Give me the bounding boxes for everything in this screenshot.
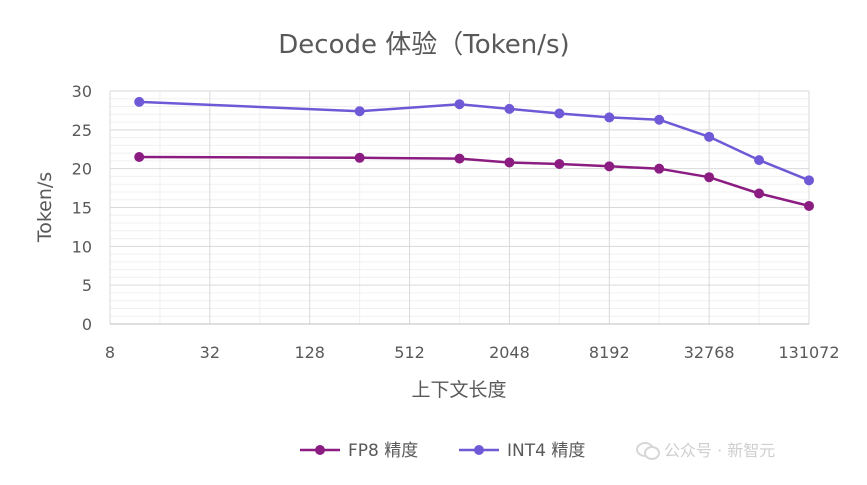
- data-point: [654, 114, 665, 125]
- y-tick-label: 30: [72, 82, 92, 101]
- legend-label: FP8 精度: [348, 441, 418, 461]
- x-tick-label: 8: [105, 343, 115, 362]
- legend-label: INT4 精度: [507, 441, 585, 461]
- data-point: [354, 152, 365, 163]
- data-point: [134, 152, 145, 163]
- x-axis-ticks: 8 32 128 512 2048 8192 32768 131072: [105, 343, 840, 362]
- data-point: [504, 157, 515, 168]
- x-axis-label: 上下文长度: [411, 379, 506, 401]
- series-layer: [134, 96, 814, 211]
- data-point: [754, 155, 765, 166]
- legend: FP8 精度 INT4 精度: [300, 441, 585, 461]
- x-tick-label: 2048: [489, 343, 530, 362]
- x-tick-label: 131072: [778, 343, 839, 362]
- data-point: [654, 163, 665, 174]
- y-tick-label: 15: [72, 199, 92, 218]
- data-point: [604, 161, 615, 172]
- chart-title: Decode 体验（Token/s): [278, 30, 569, 60]
- x-tick-label: 8192: [589, 343, 630, 362]
- data-point: [604, 112, 615, 123]
- y-tick-label: 5: [82, 276, 92, 295]
- y-tick-label: 10: [72, 237, 92, 256]
- y-tick-label: 25: [72, 121, 92, 140]
- series-line: [139, 100, 810, 182]
- x-tick-label: 128: [294, 343, 325, 362]
- legend-swatch-marker: [474, 445, 484, 455]
- x-tick-label: 32: [200, 343, 220, 362]
- data-point: [804, 175, 814, 186]
- data-point: [454, 153, 465, 164]
- minor-gridlines: [110, 91, 809, 324]
- y-tick-label: 20: [72, 160, 92, 179]
- watermark: 公众号 · 新智元: [636, 436, 862, 462]
- data-point: [134, 96, 145, 107]
- data-point: [704, 172, 715, 183]
- y-axis-label: Token/s: [34, 172, 56, 243]
- data-point: [704, 131, 715, 142]
- y-axis-ticks: 0 5 10 15 20 25 30: [72, 82, 92, 334]
- data-point: [354, 106, 365, 117]
- x-tick-label: 32768: [684, 343, 735, 362]
- y-tick-label: 0: [82, 315, 92, 334]
- watermark-text: 公众号 · 新智元: [664, 441, 776, 460]
- data-point: [554, 159, 565, 170]
- data-point: [454, 99, 465, 110]
- data-point: [504, 103, 515, 114]
- wechat-icon: [636, 440, 660, 460]
- legend-swatch-marker: [315, 445, 325, 455]
- series-line: [139, 155, 810, 208]
- data-point: [754, 188, 765, 199]
- data-point: [804, 200, 814, 211]
- x-tick-label: 512: [394, 343, 425, 362]
- major-gridlines: [109, 90, 810, 325]
- data-point: [554, 108, 565, 119]
